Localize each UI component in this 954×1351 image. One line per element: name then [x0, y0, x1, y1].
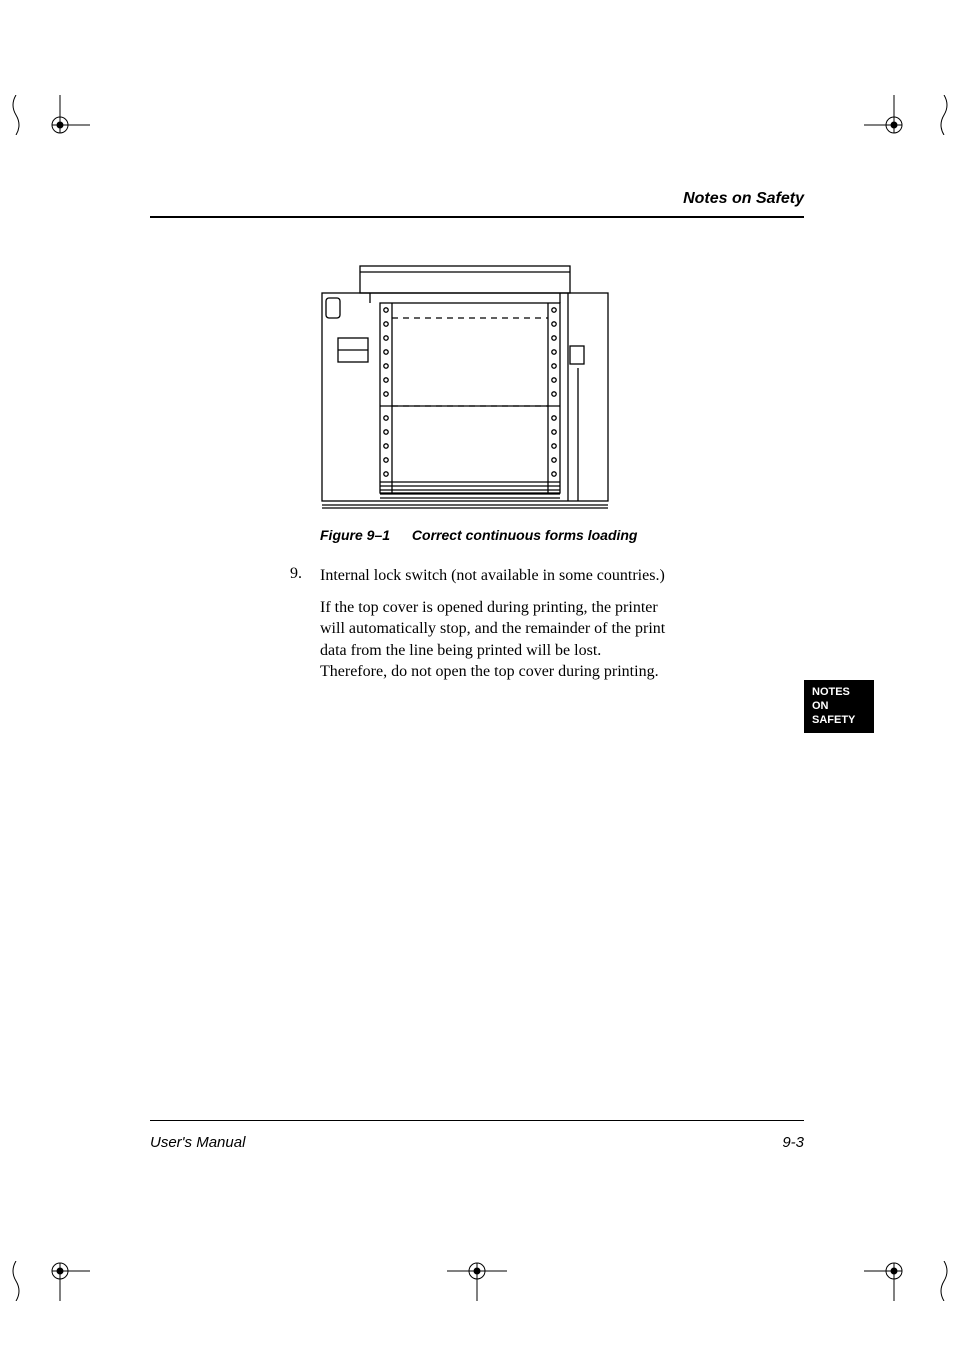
figure-printer-diagram — [320, 258, 804, 513]
crop-mark-tl-edge — [10, 95, 22, 135]
crop-mark-tl — [30, 95, 90, 155]
side-tab-notes-on-safety: NOTES ON SAFETY — [804, 680, 874, 733]
footer: User's Manual 9-3 — [150, 1134, 804, 1151]
content-area: Notes on Safety — [150, 190, 804, 1151]
crop-mark-bc — [447, 1241, 507, 1301]
list-item-title: Internal lock switch (not available in s… — [320, 565, 804, 587]
crop-mark-bl-edge — [10, 1261, 22, 1301]
header-rule — [150, 216, 804, 218]
running-header: Notes on Safety — [150, 190, 804, 208]
figure-caption: Figure 9–1 Correct continuous forms load… — [320, 527, 804, 543]
crop-mark-bl — [30, 1241, 90, 1301]
crop-mark-br-edge — [938, 1261, 950, 1301]
side-tab-line2: SAFETY — [812, 714, 866, 728]
footer-right: 9-3 — [782, 1134, 804, 1151]
list-marker: 9. — [290, 565, 302, 583]
side-tab-line1: NOTES ON — [812, 686, 866, 714]
footer-rule — [150, 1120, 804, 1121]
crop-mark-tr — [864, 95, 924, 155]
printer-line-art — [320, 258, 610, 513]
page: Notes on Safety — [0, 0, 954, 1351]
figure-caption-text: Correct continuous forms loading — [412, 527, 638, 543]
list-item-9: 9. Internal lock switch (not available i… — [320, 565, 804, 683]
crop-mark-tr-edge — [938, 95, 950, 135]
list-item-body: If the top cover is opened during printi… — [320, 597, 670, 683]
footer-left: User's Manual — [150, 1134, 245, 1151]
crop-mark-br — [864, 1241, 924, 1301]
figure-label: Figure 9–1 — [320, 527, 390, 543]
